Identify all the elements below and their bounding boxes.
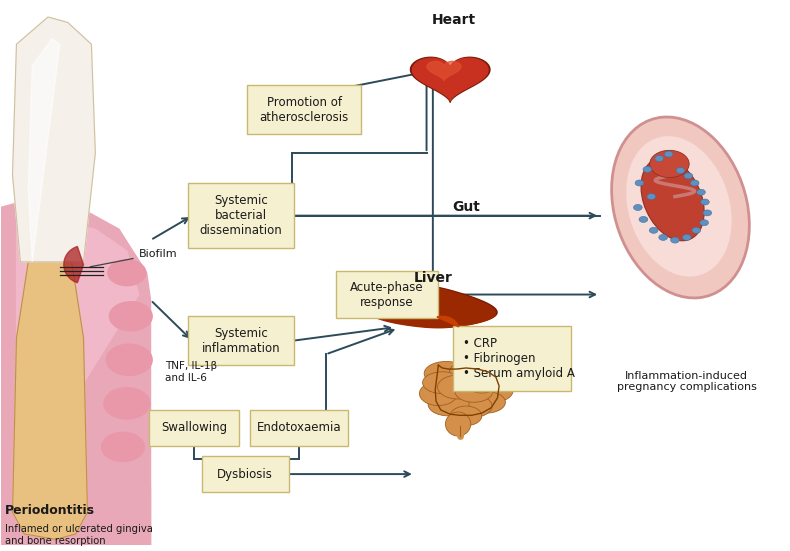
Ellipse shape	[424, 361, 468, 385]
Ellipse shape	[438, 375, 479, 399]
Text: Endotoxaemia: Endotoxaemia	[257, 422, 341, 434]
Text: Promotion of
atherosclerosis: Promotion of atherosclerosis	[260, 95, 349, 123]
Circle shape	[700, 220, 709, 226]
Circle shape	[635, 180, 644, 186]
Circle shape	[701, 199, 709, 205]
Ellipse shape	[450, 406, 482, 426]
FancyBboxPatch shape	[247, 85, 362, 134]
Polygon shape	[64, 246, 84, 283]
Circle shape	[649, 150, 689, 177]
Polygon shape	[1, 262, 151, 545]
Text: TNF, IL-1β
and IL-6: TNF, IL-1β and IL-6	[165, 361, 216, 382]
Circle shape	[692, 228, 701, 233]
Text: Biofilm: Biofilm	[90, 249, 177, 267]
Circle shape	[103, 387, 151, 420]
Text: Heart: Heart	[432, 13, 476, 27]
Circle shape	[634, 204, 642, 210]
Circle shape	[107, 259, 147, 287]
Polygon shape	[427, 61, 461, 80]
Ellipse shape	[428, 393, 469, 416]
Circle shape	[109, 301, 153, 332]
Circle shape	[647, 193, 656, 199]
Polygon shape	[437, 316, 459, 327]
Ellipse shape	[471, 366, 509, 388]
Circle shape	[684, 173, 693, 179]
Polygon shape	[412, 58, 488, 101]
Text: • CRP
• Fibrinogen
• Serum amyloid A: • CRP • Fibrinogen • Serum amyloid A	[463, 337, 574, 380]
FancyBboxPatch shape	[201, 456, 288, 492]
Circle shape	[676, 168, 685, 174]
Ellipse shape	[641, 158, 704, 241]
FancyBboxPatch shape	[188, 316, 295, 365]
Ellipse shape	[450, 361, 491, 383]
Circle shape	[697, 189, 705, 195]
Circle shape	[683, 234, 691, 240]
Circle shape	[664, 151, 673, 157]
Text: Dysbiosis: Dysbiosis	[217, 468, 273, 480]
Ellipse shape	[611, 117, 750, 298]
Ellipse shape	[448, 394, 492, 418]
Text: Swallowing: Swallowing	[161, 422, 227, 434]
Text: Acute-phase
response: Acute-phase response	[350, 280, 424, 309]
Circle shape	[655, 155, 664, 161]
Circle shape	[649, 228, 658, 233]
Text: Systemic
inflammation: Systemic inflammation	[202, 327, 280, 355]
Text: Periodontitis: Periodontitis	[5, 504, 95, 517]
Circle shape	[690, 180, 699, 186]
Text: Liver: Liver	[413, 271, 453, 285]
Polygon shape	[411, 57, 490, 102]
Circle shape	[643, 166, 652, 172]
Text: Inflammation-induced
pregnancy complications: Inflammation-induced pregnancy complicat…	[617, 371, 757, 392]
Ellipse shape	[455, 381, 493, 402]
Ellipse shape	[465, 370, 499, 393]
Text: Systemic
bacterial
dissemination: Systemic bacterial dissemination	[200, 194, 283, 237]
Circle shape	[106, 343, 153, 376]
Polygon shape	[28, 39, 60, 262]
Polygon shape	[17, 218, 139, 490]
Ellipse shape	[626, 136, 732, 277]
Circle shape	[671, 237, 679, 243]
FancyBboxPatch shape	[336, 272, 438, 318]
Text: Inflamed or ulcerated gingiva
and bone resorption: Inflamed or ulcerated gingiva and bone r…	[5, 524, 152, 545]
FancyBboxPatch shape	[149, 410, 239, 446]
Circle shape	[101, 431, 145, 462]
Ellipse shape	[423, 372, 462, 393]
FancyBboxPatch shape	[453, 326, 571, 391]
Circle shape	[703, 210, 712, 216]
Ellipse shape	[479, 378, 514, 402]
Polygon shape	[1, 197, 151, 545]
Ellipse shape	[466, 391, 506, 413]
Circle shape	[659, 234, 668, 240]
Ellipse shape	[419, 382, 457, 406]
Text: Gut: Gut	[452, 201, 480, 214]
Circle shape	[639, 217, 648, 223]
FancyBboxPatch shape	[250, 410, 348, 446]
Polygon shape	[367, 287, 495, 328]
FancyBboxPatch shape	[188, 183, 295, 249]
Polygon shape	[13, 262, 88, 539]
Polygon shape	[369, 286, 497, 327]
Ellipse shape	[446, 412, 471, 436]
Polygon shape	[13, 17, 96, 262]
